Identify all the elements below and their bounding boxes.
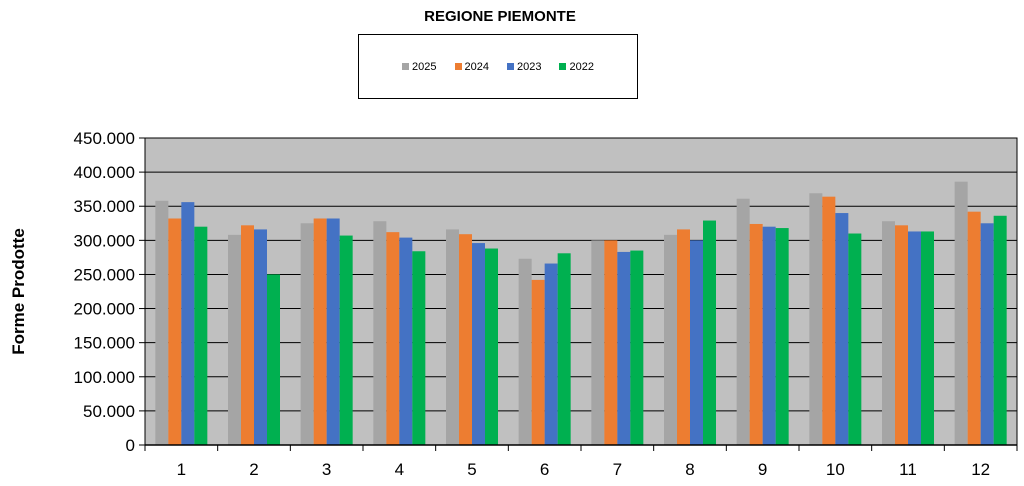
bar-2025-7 (591, 240, 605, 445)
bar-2025-12 (954, 181, 968, 445)
legend-swatch (559, 63, 567, 70)
bar-2023-6 (544, 263, 558, 445)
y-tick-label: 450.000 (74, 129, 135, 148)
bar-2023-7 (617, 251, 631, 445)
legend-label: 2024 (464, 60, 489, 73)
bar-2023-10 (835, 213, 849, 445)
y-tick-label: 0 (126, 436, 135, 455)
bar-2022-6 (557, 253, 571, 445)
x-tick-label: 1 (177, 460, 186, 479)
bar-2024-11 (895, 225, 908, 445)
bar-2023-1 (181, 202, 195, 445)
bar-2024-12 (967, 211, 981, 445)
x-tick-label: 5 (467, 460, 476, 479)
bar-2022-9 (775, 228, 789, 445)
legend-label: 2025 (412, 60, 437, 73)
x-tick-label: 11 (899, 460, 917, 479)
x-tick-label: 4 (395, 460, 404, 479)
x-tick-label: 10 (826, 460, 845, 479)
bar-2024-9 (749, 223, 763, 445)
bar-2025-4 (373, 221, 387, 445)
legend-label: 2023 (517, 60, 542, 73)
x-tick-label: 2 (249, 460, 258, 479)
bar-2025-10 (809, 193, 823, 445)
bar-2025-2 (228, 234, 241, 445)
bar-2023-11 (908, 231, 921, 445)
bar-2023-3 (326, 218, 340, 445)
bar-2025-11 (882, 221, 895, 445)
legend-item-2025: 2025 (402, 60, 437, 73)
bar-2022-7 (630, 250, 644, 445)
y-tick-label: 250.000 (74, 265, 135, 284)
legend-swatch (507, 63, 514, 70)
bar-2025-1 (155, 200, 169, 445)
bar-2022-8 (703, 220, 716, 445)
legend: 2025 2024 2023 2022 (358, 34, 638, 99)
bar-2022-5 (485, 248, 498, 445)
bar-2024-5 (459, 234, 472, 445)
x-tick-label: 9 (758, 460, 767, 479)
bar-2024-3 (313, 218, 327, 445)
bar-2025-8 (664, 234, 677, 445)
y-axis-label: Forme Prodotte (9, 228, 28, 355)
bar-2023-4 (399, 237, 413, 445)
bar-2022-3 (339, 235, 353, 445)
bar-2023-5 (472, 243, 485, 445)
y-tick-label: 50.000 (83, 402, 135, 421)
bar-2024-10 (822, 196, 836, 445)
x-tick-label: 8 (685, 460, 694, 479)
bar-2022-10 (848, 233, 862, 445)
bar-2025-5 (446, 229, 459, 445)
bar-2024-4 (386, 232, 400, 445)
legend-item-2024: 2024 (454, 60, 489, 73)
bar-2023-9 (762, 226, 776, 445)
bar-2022-4 (412, 251, 426, 445)
legend-swatch (402, 63, 410, 70)
legend-swatch (454, 63, 462, 70)
bar-2022-2 (267, 274, 280, 445)
bar-2022-12 (993, 215, 1007, 445)
plot-background (145, 138, 1017, 445)
x-tick-label: 12 (971, 460, 990, 479)
y-tick-label: 100.000 (74, 368, 135, 387)
bar-2023-12 (980, 223, 994, 445)
y-tick-label: 200.000 (74, 300, 135, 319)
x-tick-label: 6 (540, 460, 549, 479)
bar-2024-1 (168, 218, 182, 445)
bar-2025-9 (736, 198, 750, 445)
legend-item-2022: 2022 (559, 60, 594, 73)
bar-2024-2 (241, 225, 254, 445)
x-tick-label: 3 (322, 460, 331, 479)
y-tick-label: 150.000 (74, 334, 135, 353)
bar-2025-6 (518, 258, 532, 445)
y-tick-label: 300.000 (74, 231, 135, 250)
bar-2022-11 (921, 231, 934, 445)
bar-2024-8 (677, 229, 690, 445)
bar-2024-7 (604, 240, 618, 445)
legend-label: 2022 (569, 60, 594, 73)
y-tick-label: 400.000 (74, 163, 135, 182)
bar-2023-8 (690, 240, 703, 445)
bar-2022-1 (194, 226, 208, 445)
x-tick-label: 7 (613, 460, 622, 479)
chart-title: REGIONE PIEMONTE (424, 8, 576, 25)
bar-2025-3 (300, 223, 314, 445)
legend-item-2023: 2023 (507, 61, 541, 73)
y-tick-label: 350.000 (74, 197, 135, 216)
bar-2023-2 (254, 229, 267, 445)
bar-2024-6 (531, 279, 545, 445)
